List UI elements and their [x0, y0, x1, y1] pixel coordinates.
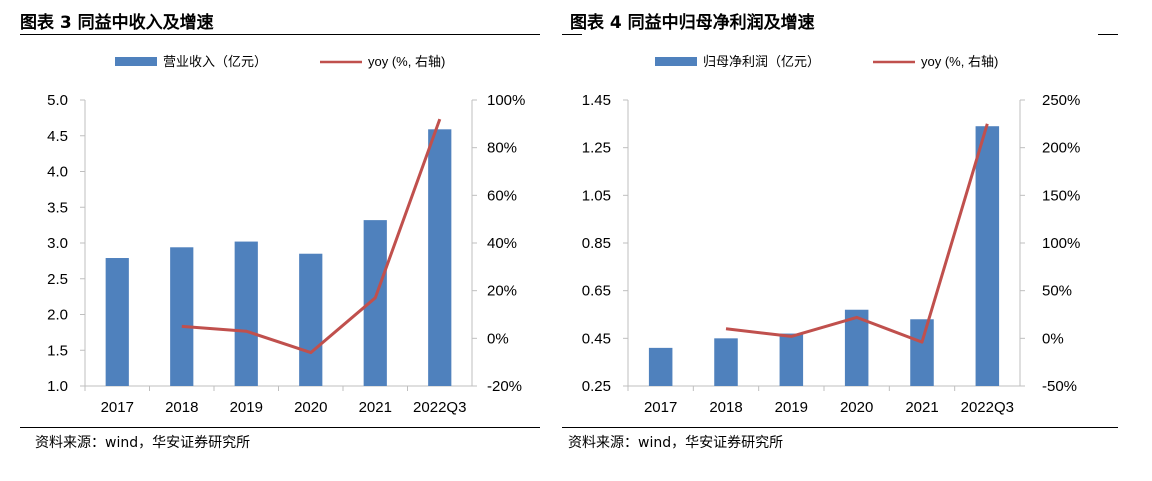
source-note: 资料来源：wind，华安证券研究所: [568, 435, 784, 451]
bar: [844, 309, 869, 386]
x-tick-label: 2018: [165, 399, 198, 416]
right-tick-label: 0%: [1042, 330, 1064, 347]
title-underline-right: [1098, 34, 1118, 35]
bar: [910, 319, 934, 386]
bar: [975, 126, 1000, 386]
x-tick-label: 2017: [101, 399, 134, 416]
left-tick-label: 1.0: [47, 378, 68, 395]
right-tick-label: 250%: [1042, 92, 1080, 109]
left-tick-label: 0.65: [582, 283, 611, 300]
right-tick-label: 60%: [487, 187, 517, 204]
left-tick-label: 1.25: [582, 140, 611, 157]
x-tick-label: 2021: [359, 399, 392, 416]
x-tick-label: 2018: [709, 399, 742, 416]
right-tick-label: 150%: [1042, 187, 1080, 204]
right-tick-label: 50%: [1042, 283, 1072, 300]
x-tick-label: 2019: [775, 399, 808, 416]
title-underline: [20, 34, 540, 35]
figure-title: 图表 3 同益中收入及增速: [20, 13, 214, 33]
left-tick-label: 5.0: [47, 92, 68, 109]
legend-bar-swatch: [115, 57, 157, 66]
source-divider: [562, 427, 1118, 428]
x-tick-label: 2020: [294, 399, 327, 416]
right-tick-label: 100%: [1042, 235, 1080, 252]
x-tick-label: 2019: [230, 399, 263, 416]
left-tick-label: 3.5: [47, 199, 68, 216]
bar: [299, 253, 323, 386]
figure-3-panel: 图表 3 同益中收入及增速 营业收入（亿元） yoy (%, 右轴) 1.0 1.5 2…: [0, 0, 560, 481]
right-tick-label: -20%: [487, 378, 522, 395]
right-tick-label: 0%: [487, 330, 509, 347]
x-tick-label: 2020: [840, 399, 873, 416]
legend-line-label: yoy (%, 右轴): [368, 54, 445, 69]
figure-4-panel: 图表 4 同益中归母净利润及增速 归母净利润（亿元） yoy (%, 右轴) 0.2…: [562, 0, 1152, 481]
left-tick-label: 0.45: [582, 330, 611, 347]
left-tick-label: 0.85: [582, 235, 611, 252]
bar: [234, 241, 258, 386]
figure-title: 图表 4 同益中归母净利润及增速: [570, 13, 815, 33]
bar: [779, 333, 804, 386]
x-tick-label: 2022Q3: [961, 399, 1014, 416]
right-tick-label: -50%: [1042, 378, 1077, 395]
right-tick-label: 80%: [487, 140, 517, 157]
bar: [648, 347, 673, 386]
net-profit-chart: 归母净利润（亿元） yoy (%, 右轴) 0.25 0.45 0.65 0.85 1.05…: [582, 54, 1081, 416]
left-tick-label: 0.25: [582, 378, 611, 395]
bar: [170, 247, 194, 386]
legend-bar-label: 归母净利润（亿元）: [703, 54, 820, 69]
title-underline-left: [562, 34, 582, 35]
x-tick-label: 2021: [905, 399, 938, 416]
bar: [714, 338, 738, 386]
source-note: 资料来源：wind，华安证券研究所: [35, 435, 251, 451]
yoy-line: [181, 118, 442, 355]
yoy-line: [725, 123, 989, 344]
legend-line-label: yoy (%, 右轴): [921, 54, 998, 69]
legend-bar-label: 营业收入（亿元）: [163, 54, 267, 69]
left-tick-label: 4.0: [47, 164, 68, 181]
left-tick-label: 1.05: [582, 187, 611, 204]
bar: [363, 220, 387, 386]
right-tick-label: 100%: [487, 92, 525, 109]
revenue-chart: 营业收入（亿元） yoy (%, 右轴) 1.0 1.5 2.0 2.5 3.0 3.5 4.0…: [47, 54, 525, 416]
right-tick-label: 200%: [1042, 140, 1080, 157]
right-tick-label: 40%: [487, 235, 517, 252]
left-tick-label: 2.0: [47, 307, 68, 324]
legend-bar-swatch: [655, 57, 697, 66]
left-tick-label: 1.5: [47, 342, 68, 359]
left-tick-label: 2.5: [47, 271, 68, 288]
bar: [105, 258, 129, 386]
left-tick-label: 1.45: [582, 92, 611, 109]
x-tick-label: 2017: [644, 399, 677, 416]
left-tick-label: 3.0: [47, 235, 68, 252]
source-divider: [20, 427, 540, 428]
bar: [428, 129, 452, 386]
left-tick-label: 4.5: [47, 128, 68, 145]
x-tick-label: 2022Q3: [413, 399, 466, 416]
right-tick-label: 20%: [487, 283, 517, 300]
